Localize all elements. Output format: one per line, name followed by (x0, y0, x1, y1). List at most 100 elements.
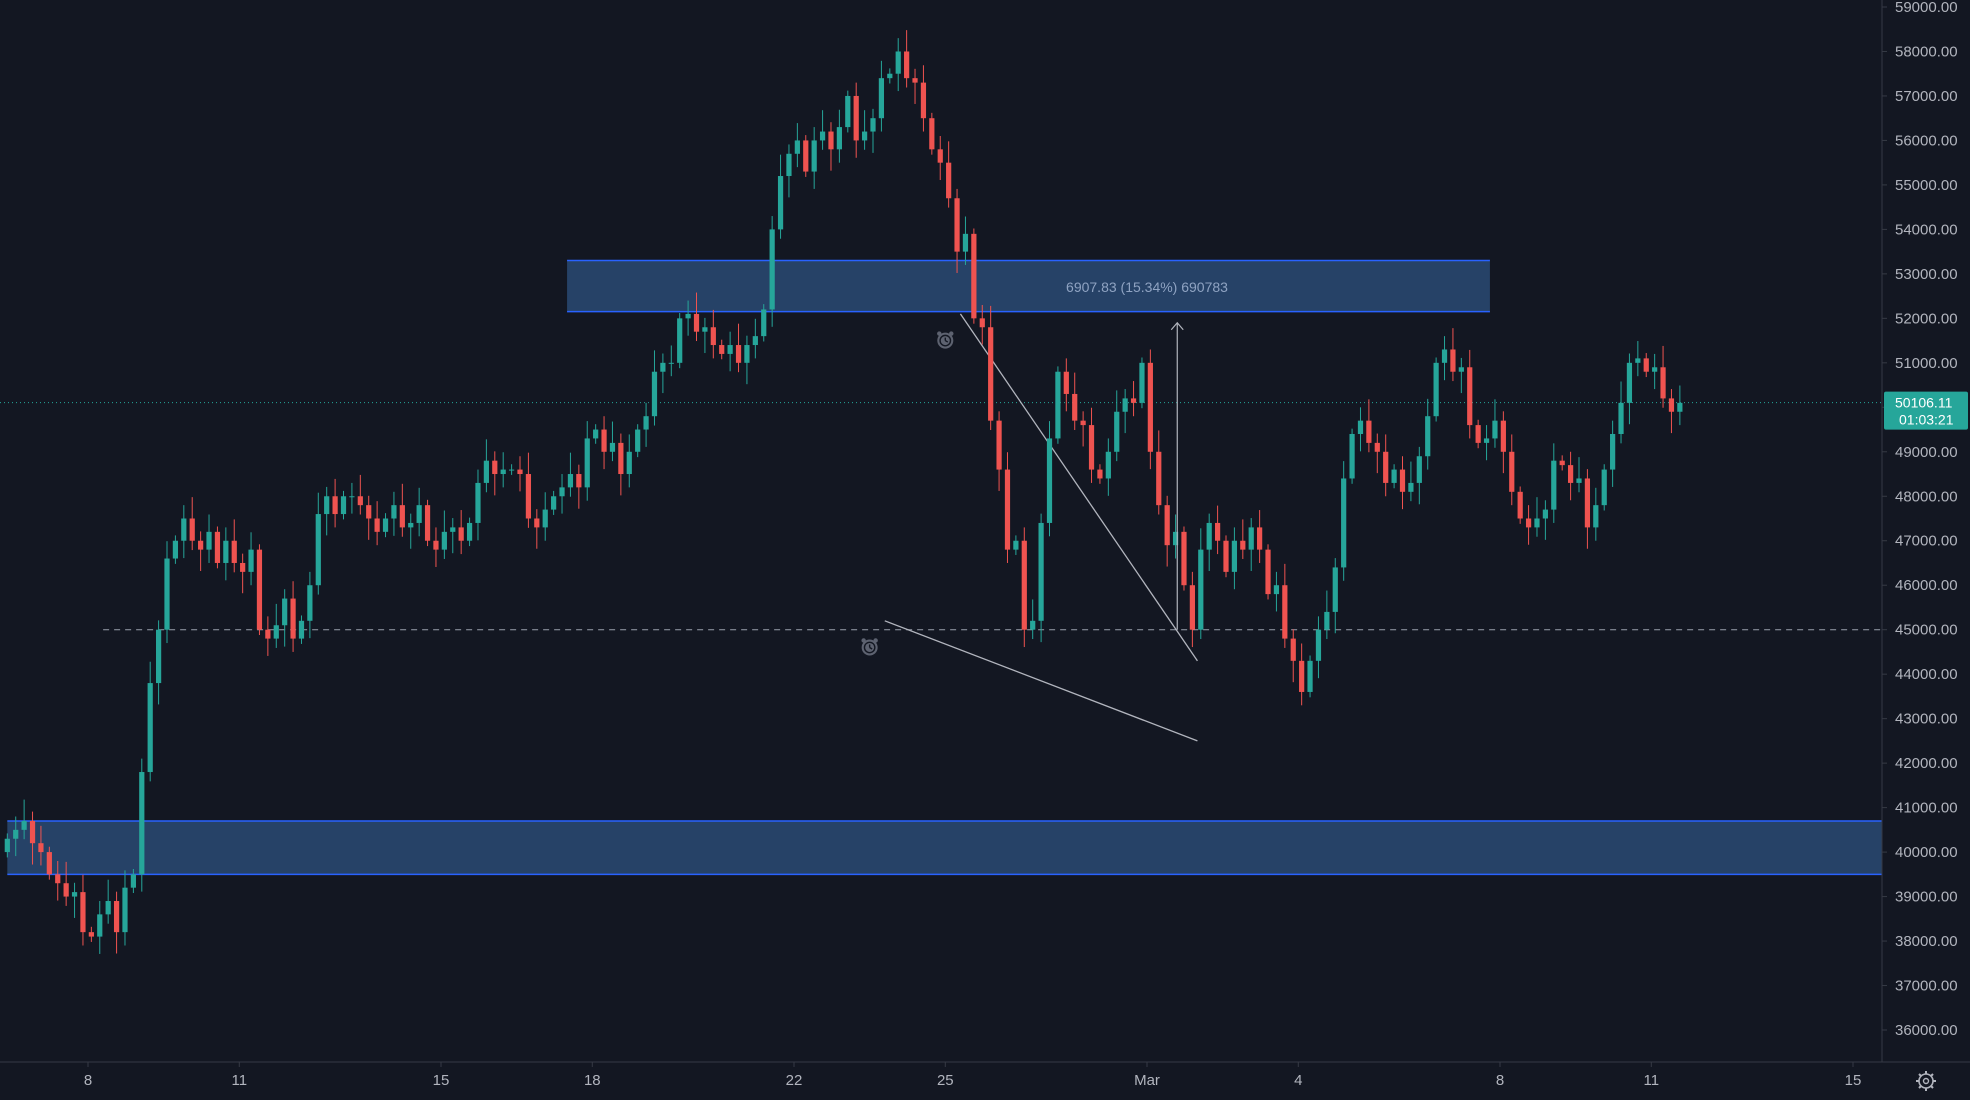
candle[interactable] (811, 127, 817, 189)
candle[interactable] (609, 421, 616, 462)
candle[interactable] (198, 531, 204, 571)
candle[interactable] (424, 499, 431, 547)
candle[interactable] (1290, 629, 1296, 683)
alarm-clock-icon[interactable] (937, 331, 954, 349)
support-zone[interactable] (7, 820, 1882, 875)
candle[interactable] (1542, 500, 1548, 540)
candle[interactable] (861, 110, 868, 150)
candle[interactable] (584, 421, 590, 501)
candle[interactable] (761, 304, 767, 342)
candle[interactable] (576, 464, 582, 509)
candle[interactable] (1097, 464, 1103, 484)
candle[interactable] (1063, 358, 1069, 412)
candle[interactable] (1240, 519, 1246, 559)
candle[interactable] (693, 292, 700, 342)
candle[interactable] (1576, 457, 1582, 493)
candle[interactable] (979, 305, 985, 345)
candle[interactable] (727, 331, 733, 372)
candle[interactable] (777, 154, 784, 239)
candle[interactable] (500, 452, 506, 488)
candle[interactable] (1441, 336, 1448, 381)
candle[interactable] (1172, 514, 1179, 559)
candle[interactable] (1567, 451, 1574, 501)
candle[interactable] (819, 110, 826, 150)
candle[interactable] (996, 411, 1002, 491)
candle[interactable] (1147, 349, 1153, 470)
candle[interactable] (189, 497, 195, 551)
candle[interactable] (13, 816, 19, 857)
candle[interactable] (155, 620, 162, 705)
candle[interactable] (1282, 563, 1288, 648)
candle[interactable] (1265, 544, 1271, 600)
candle[interactable] (534, 509, 540, 549)
candle[interactable] (971, 228, 977, 324)
candle[interactable] (450, 518, 456, 554)
candle[interactable] (1509, 434, 1515, 506)
candle[interactable] (508, 464, 515, 475)
candle[interactable] (1391, 464, 1397, 489)
candle[interactable] (1408, 461, 1414, 502)
candle[interactable] (719, 339, 725, 360)
candle[interactable] (1584, 469, 1591, 549)
candle[interactable] (1593, 487, 1599, 541)
candle[interactable] (1601, 464, 1607, 511)
candle[interactable] (887, 68, 893, 84)
candle[interactable] (752, 318, 758, 359)
lower-trendline[interactable] (884, 620, 1198, 742)
candle[interactable] (290, 581, 296, 652)
candle[interactable] (265, 616, 271, 656)
candle[interactable] (139, 758, 145, 892)
candle[interactable] (1643, 353, 1649, 378)
candle[interactable] (256, 544, 263, 636)
candle[interactable] (1030, 599, 1036, 640)
upper-trendline[interactable] (959, 313, 1198, 662)
gear-icon[interactable] (1916, 1071, 1936, 1091)
candle[interactable] (340, 490, 347, 520)
candle[interactable] (492, 451, 498, 496)
candle[interactable] (710, 309, 716, 359)
candle[interactable] (1383, 434, 1389, 497)
price-axis[interactable]: 59000.00 58000.00 57000.00 56000.00 55000.00… (1882, 0, 1958, 1039)
candle[interactable] (1198, 528, 1204, 640)
candle[interactable] (88, 926, 94, 942)
candle[interactable] (517, 456, 523, 492)
candle[interactable] (525, 452, 532, 528)
candle[interactable] (374, 501, 380, 546)
candle[interactable] (1467, 349, 1473, 439)
candle[interactable] (542, 492, 548, 541)
candle[interactable] (1416, 446, 1422, 505)
candle[interactable] (1273, 571, 1280, 612)
candle[interactable] (206, 514, 212, 563)
candle[interactable] (559, 474, 565, 514)
candle[interactable] (97, 901, 103, 954)
time-axis[interactable]: 8 11 15 18 22 25 Mar 4 8 11 15 (84, 1062, 1862, 1089)
candle[interactable] (21, 799, 27, 840)
candle[interactable] (1223, 535, 1229, 578)
candle[interactable] (1299, 643, 1305, 706)
candle[interactable] (1164, 495, 1170, 567)
candle[interactable] (626, 434, 632, 488)
candle[interactable] (248, 532, 254, 586)
candle[interactable] (660, 353, 666, 394)
candle[interactable] (391, 491, 397, 536)
candle[interactable] (1677, 385, 1683, 426)
candle[interactable] (878, 60, 885, 132)
candle[interactable] (55, 860, 61, 901)
candle[interactable] (962, 216, 969, 265)
candle[interactable] (1046, 421, 1053, 537)
candle[interactable] (147, 661, 153, 782)
candle[interactable] (1458, 357, 1464, 394)
candle[interactable] (1332, 558, 1338, 634)
candle[interactable] (1080, 411, 1086, 447)
candle[interactable] (1652, 353, 1658, 390)
candle[interactable] (4, 833, 10, 858)
candle[interactable] (769, 216, 775, 327)
candle[interactable] (164, 541, 170, 644)
candle[interactable] (122, 870, 128, 946)
candle[interactable] (551, 490, 557, 515)
candle[interactable] (1189, 571, 1195, 648)
candle[interactable] (240, 553, 246, 594)
candle[interactable] (668, 345, 674, 377)
candle[interactable] (1525, 505, 1532, 545)
